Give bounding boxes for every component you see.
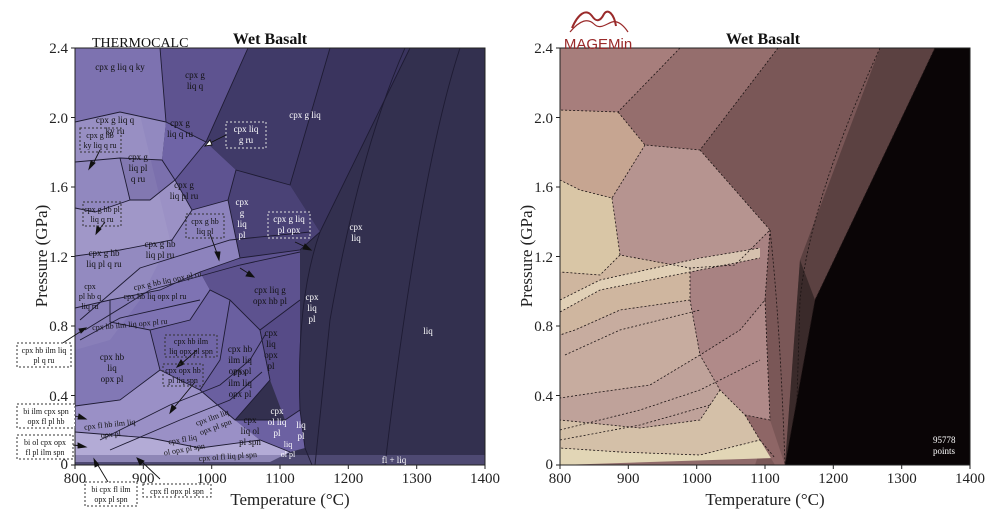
magemin-panel: 2.4 2.0 1.6 1.2 0.8 0.4 0 Pressure (GPa)… [517, 10, 985, 509]
field-label: cpx hb ilm liq opx pl spn [169, 337, 213, 356]
x-tick-label: 800 [64, 471, 87, 487]
field-label: cpx opx hb pl liq spn [165, 366, 201, 385]
thermocalc-panel: 2.4 2.0 1.6 1.2 0.8 0.4 0 Pressure (GPa)… [16, 31, 500, 509]
field-label: cpx g liq q ky [95, 62, 145, 72]
y-tick-label: 2.0 [49, 111, 68, 127]
x-tick-label: 1000 [197, 471, 227, 487]
field-label: cpx ol fl liq pl spn [198, 450, 257, 463]
field-label-box [142, 483, 212, 498]
y-tick-label: 2.0 [534, 111, 553, 127]
y-tick-label: 0 [546, 457, 554, 473]
x-axis-title: Temperature (°C) [230, 490, 349, 509]
field-label: cpx hb liq opx pl ru [124, 292, 187, 301]
field-label: cpx g hb liq pl q ru [86, 248, 122, 269]
field-label: cpx g liq q [185, 70, 205, 91]
y-tick-label: 0.4 [534, 389, 553, 405]
field-label-box [16, 342, 72, 368]
y-axis-title: Pressure (GPa) [517, 205, 536, 307]
field-label: cpx liq g ru [234, 124, 259, 145]
thermocalc-field-labels: cpx g liq q ky cpx g liq q cpx g liq cpx … [16, 62, 433, 507]
x-tick-label: 1000 [682, 471, 712, 487]
field-label: cpx liq pl [306, 292, 319, 324]
x-tick-label: 900 [132, 471, 155, 487]
magemin-x-axis: 800 900 1000 1100 1200 1300 1400 Tempera… [549, 465, 985, 509]
mountain-logo-icon [571, 10, 617, 29]
thermocalc-source-label: THERMOCALC [92, 36, 188, 51]
thermocalc-title: Wet Basalt [233, 31, 308, 48]
field-label: cpx fl opx pl spn [150, 487, 204, 496]
x-tick-label: 1300 [402, 471, 432, 487]
y-tick-label: 0 [61, 457, 69, 473]
field-label: cpx g liq pl opx [273, 214, 305, 235]
field-label: cpx hb ilm liq pl q ru [22, 346, 67, 365]
x-tick-label: 800 [549, 471, 572, 487]
field-label: cpx liq opx pl [264, 328, 278, 371]
field-label: cpx hb ilm liq opx pl [228, 344, 253, 376]
field-label-box [162, 363, 204, 387]
y-tick-label: 1.6 [534, 180, 553, 196]
field-label-box [16, 403, 76, 429]
magemin-source-label: MAGEMin [564, 36, 632, 53]
y-tick-label: 0.8 [534, 319, 553, 335]
x-tick-label: 1400 [470, 471, 500, 487]
field-label: cpx g liq pl [236, 197, 249, 240]
field-label: cpx pl hb q liq ru [79, 282, 101, 311]
y-axis-title: Pressure (GPa) [32, 205, 51, 307]
y-tick-label: 1.2 [49, 250, 68, 266]
field-label: cpx g hb pl liq q ru [84, 205, 121, 224]
y-tick-label: 2.4 [534, 41, 553, 57]
field-label-box [79, 127, 122, 153]
thermocalc-fields [75, 48, 485, 465]
field-label: bi cpx fl ilm opx pl spn [91, 485, 131, 504]
thermocalc-y-axis: 2.4 2.0 1.6 1.2 0.8 0.4 0 Pressure (GPa) [32, 41, 75, 473]
x-tick-label: 900 [617, 471, 640, 487]
field-label: cpx liq [350, 222, 363, 243]
y-tick-label: 2.4 [49, 41, 68, 57]
field-label: cpx ol liq pl [268, 406, 287, 438]
field-label: cpx g hb liq pl ru [145, 239, 176, 260]
field-label: liq [423, 326, 433, 336]
field-label: cpx g liq q ky ru [96, 115, 135, 136]
field-label: cpx g hb ky liq q ru [83, 131, 116, 150]
x-tick-label: 1100 [750, 471, 779, 487]
field-label: cpx g liq q ru [167, 118, 193, 139]
field-label-box [267, 211, 311, 239]
field-label-box [225, 121, 267, 149]
field-label: liq ol pl [281, 440, 296, 459]
field-label: cpx g liq [289, 110, 321, 120]
field-label: cpx liq ol pl spn [239, 415, 261, 447]
field-label: liq pl [296, 420, 306, 441]
thermocalc-x-axis: 800 900 1000 1100 1200 1300 1400 Tempera… [64, 465, 500, 509]
magemin-logo: MAGEMin [564, 10, 632, 53]
y-tick-label: 1.2 [534, 250, 553, 266]
point-count-annotation: 95778 points [933, 435, 956, 456]
field-label: cpx ilm liq opx pl [228, 367, 252, 399]
y-tick-label: 1.6 [49, 180, 68, 196]
x-tick-label: 1300 [887, 471, 917, 487]
x-tick-label: 1200 [818, 471, 848, 487]
magemin-y-axis: 2.4 2.0 1.6 1.2 0.8 0.4 0 Pressure (GPa) [517, 41, 560, 473]
y-tick-label: 0.4 [49, 389, 68, 405]
field-label: cpx g hb liq pl [191, 217, 219, 236]
field-label-box [16, 434, 74, 460]
field-label: cpx g liq pl q ru [128, 152, 148, 184]
field-label: cpx liq g opx hb pl [253, 285, 288, 306]
y-tick-label: 0.8 [49, 319, 68, 335]
field-label-box [82, 201, 122, 227]
magemin-title: Wet Basalt [726, 31, 801, 48]
magemin-fields [560, 48, 970, 465]
x-axis-title: Temperature (°C) [705, 490, 824, 509]
x-tick-label: 1200 [333, 471, 363, 487]
field-label: bi ilm cpx spn opx fl pl hb [23, 407, 69, 426]
field-label-box [164, 334, 218, 358]
x-tick-label: 1400 [955, 471, 985, 487]
x-tick-label: 1100 [265, 471, 294, 487]
field-label: bi ol cpx opx fl pl ilm spn [24, 438, 66, 457]
field-label: cpx hb liq opx pl [100, 352, 125, 384]
field-label-box [84, 481, 138, 507]
field-label-box [185, 213, 225, 239]
field-label: fl + liq [382, 455, 407, 465]
field-label: cpx g liq pl ru [170, 180, 199, 201]
